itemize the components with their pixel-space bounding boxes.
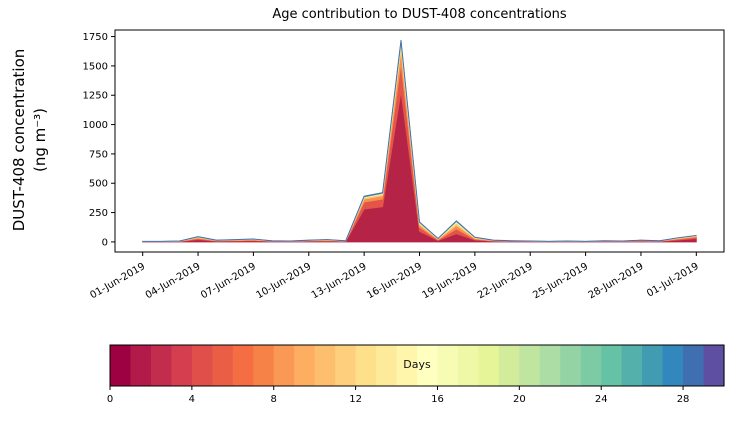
area-series-4-8 days <box>142 63 697 243</box>
x-tick-label: 13-Jun-2019 <box>310 261 369 301</box>
colorbar-tick-label: 20 <box>513 394 526 405</box>
colorbar-tick-label: 4 <box>189 394 195 405</box>
area-series-24-30 days <box>142 40 697 242</box>
x-tick-label: 10-Jun-2019 <box>254 261 313 301</box>
colorbar-tick-label: 0 <box>107 394 113 405</box>
x-tick-label: 07-Jun-2019 <box>199 261 258 301</box>
y-tick-label: 0 <box>102 237 108 248</box>
area-series-16-20 days <box>142 42 697 242</box>
area-series-20-24 days <box>142 40 697 242</box>
y-axis-ticks: 0 250 500 750 1000 1250 1500 1750 <box>83 32 115 248</box>
y-tick-label: 1000 <box>83 120 108 131</box>
x-tick-label: 25-Jun-2019 <box>531 261 590 301</box>
area-series-12-16 days <box>142 45 697 242</box>
y-tick-label: 250 <box>89 208 108 219</box>
y-tick-label: 1750 <box>83 32 108 43</box>
y-tick-label: 1250 <box>83 91 108 102</box>
colorbar-tick-label: 24 <box>595 394 608 405</box>
x-tick-label: 16-Jun-2019 <box>365 261 424 301</box>
colorbar-tick-label: 8 <box>271 394 277 405</box>
area-series-8-12 days <box>142 50 697 243</box>
stacked-areas <box>142 40 697 243</box>
y-tick-label: 1500 <box>83 61 108 72</box>
x-tick-label: 04-Jun-2019 <box>144 261 203 301</box>
x-tick-label: 01-Jun-2019 <box>88 261 147 301</box>
colorbar-tick-label: 28 <box>677 394 690 405</box>
x-tick-label: 19-Jun-2019 <box>421 261 480 301</box>
colorbar: 0 4 8 12 16 20 24 28 <box>107 344 725 405</box>
x-tick-label: 22-Jun-2019 <box>476 261 535 301</box>
y-tick-label: 750 <box>89 149 108 160</box>
chart-title: Age contribution to DUST-408 concentrati… <box>272 7 567 22</box>
x-tick-label: 01-Jul-2019 <box>645 261 701 300</box>
y-tick-label: 500 <box>89 179 108 190</box>
colorbar-label: Days <box>403 358 431 371</box>
colorbar-tick-label: 16 <box>431 394 444 405</box>
colorbar-tick-label: 12 <box>349 394 362 405</box>
x-axis-ticks: 01-Jun-201904-Jun-201907-Jun-201910-Jun-… <box>88 252 701 301</box>
x-tick-label: 28-Jun-2019 <box>587 261 646 301</box>
